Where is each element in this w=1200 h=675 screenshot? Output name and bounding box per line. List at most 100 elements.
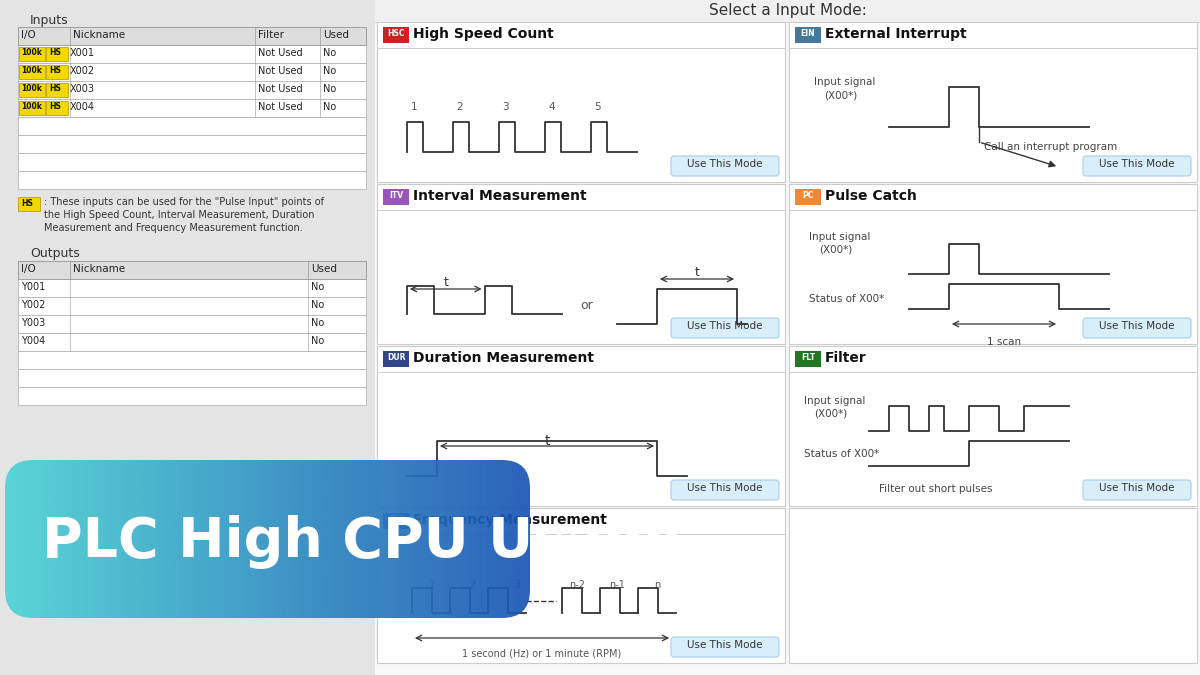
Text: : These inputs can be used for the "Pulse Input" points of: : These inputs can be used for the "Puls… <box>44 197 324 207</box>
Text: No: No <box>323 102 336 112</box>
Text: 100k: 100k <box>22 66 42 75</box>
Text: Call an interrupt program: Call an interrupt program <box>984 142 1117 152</box>
Text: FLT: FLT <box>800 353 815 362</box>
Bar <box>18 279 366 297</box>
Text: Duration Measurement: Duration Measurement <box>413 351 594 365</box>
Bar <box>790 22 1198 182</box>
Bar <box>18 297 366 315</box>
Text: HS: HS <box>22 199 32 208</box>
Bar <box>18 27 366 45</box>
Text: 100k: 100k <box>22 102 42 111</box>
Text: (X00*): (X00*) <box>824 90 857 100</box>
Text: X002: X002 <box>70 66 95 76</box>
Bar <box>377 346 785 506</box>
Text: Inputs: Inputs <box>30 14 68 27</box>
Text: t: t <box>545 434 550 448</box>
Text: 4: 4 <box>548 102 556 112</box>
Text: 1: 1 <box>410 102 418 112</box>
Text: Y004: Y004 <box>22 336 46 346</box>
Bar <box>18 387 366 405</box>
Text: 2: 2 <box>469 580 475 590</box>
Bar <box>796 27 821 43</box>
Text: I/O: I/O <box>22 264 36 274</box>
Bar <box>18 369 366 387</box>
Bar <box>377 508 785 663</box>
Text: Pulse Catch: Pulse Catch <box>826 189 917 203</box>
FancyBboxPatch shape <box>671 480 779 500</box>
Bar <box>383 27 409 43</box>
Bar <box>0 0 374 675</box>
Bar <box>374 0 1200 675</box>
Text: n: n <box>654 580 660 590</box>
Text: Y003: Y003 <box>22 318 46 328</box>
Text: Use This Mode: Use This Mode <box>688 483 763 493</box>
Text: Filter: Filter <box>258 30 284 40</box>
Text: I/O: I/O <box>22 30 36 40</box>
Bar <box>46 101 68 115</box>
Bar <box>18 171 366 189</box>
Bar <box>18 261 366 279</box>
Text: HS: HS <box>49 102 61 111</box>
Text: HS: HS <box>49 48 61 57</box>
Bar <box>377 22 785 182</box>
Bar <box>46 65 68 79</box>
Text: Outputs: Outputs <box>30 247 79 260</box>
Text: Used: Used <box>311 264 337 274</box>
Bar <box>18 99 366 117</box>
Text: X001: X001 <box>70 48 95 58</box>
Text: Y002: Y002 <box>22 300 46 310</box>
Text: Not Used: Not Used <box>258 48 302 58</box>
Bar <box>19 83 46 97</box>
Text: Not Used: Not Used <box>258 66 302 76</box>
Text: 5: 5 <box>594 102 601 112</box>
Bar <box>18 315 366 333</box>
Text: n-1: n-1 <box>610 580 625 590</box>
Bar <box>18 197 40 211</box>
Bar <box>790 346 1198 506</box>
Text: n-2: n-2 <box>569 580 586 590</box>
Text: Measurement and Frequency Measurement function.: Measurement and Frequency Measurement fu… <box>44 223 302 233</box>
Text: X003: X003 <box>70 84 95 94</box>
Text: Filter out short pulses: Filter out short pulses <box>878 484 992 494</box>
Text: Use This Mode: Use This Mode <box>688 640 763 650</box>
Text: t: t <box>443 276 448 289</box>
Text: Y001: Y001 <box>22 282 46 292</box>
FancyBboxPatch shape <box>1084 156 1190 176</box>
Text: No: No <box>323 84 336 94</box>
Bar <box>796 351 821 367</box>
Text: Use This Mode: Use This Mode <box>688 159 763 169</box>
Text: Status of X00*: Status of X00* <box>809 294 884 304</box>
FancyBboxPatch shape <box>671 637 779 657</box>
Bar <box>18 27 366 45</box>
Bar <box>46 83 68 97</box>
Text: PC: PC <box>803 191 814 200</box>
Text: Use This Mode: Use This Mode <box>1099 483 1175 493</box>
Text: 100k: 100k <box>22 84 42 93</box>
Text: No: No <box>323 48 336 58</box>
Text: FRQ: FRQ <box>388 515 404 524</box>
Text: (X00*): (X00*) <box>818 244 852 254</box>
Text: 1: 1 <box>428 580 436 590</box>
Text: High Speed Count: High Speed Count <box>413 27 553 41</box>
Text: HS: HS <box>49 66 61 75</box>
Bar <box>18 333 366 351</box>
Text: PLC High CPU Usage: PLC High CPU Usage <box>42 515 682 569</box>
Text: No: No <box>311 300 324 310</box>
Text: t: t <box>695 266 700 279</box>
Text: No: No <box>311 318 324 328</box>
Bar <box>18 351 366 369</box>
Bar <box>796 189 821 205</box>
Text: Interval Measurement: Interval Measurement <box>413 189 587 203</box>
Text: Use This Mode: Use This Mode <box>1099 321 1175 331</box>
Text: 3: 3 <box>514 580 520 590</box>
Bar <box>374 0 1200 22</box>
Bar <box>18 63 366 81</box>
Text: Input signal: Input signal <box>809 232 870 242</box>
Bar <box>383 513 409 529</box>
Text: EIN: EIN <box>800 29 815 38</box>
Text: ITV: ITV <box>389 191 403 200</box>
Bar <box>18 153 366 171</box>
Bar <box>383 351 409 367</box>
Bar <box>790 508 1198 663</box>
Text: or: or <box>581 299 593 312</box>
